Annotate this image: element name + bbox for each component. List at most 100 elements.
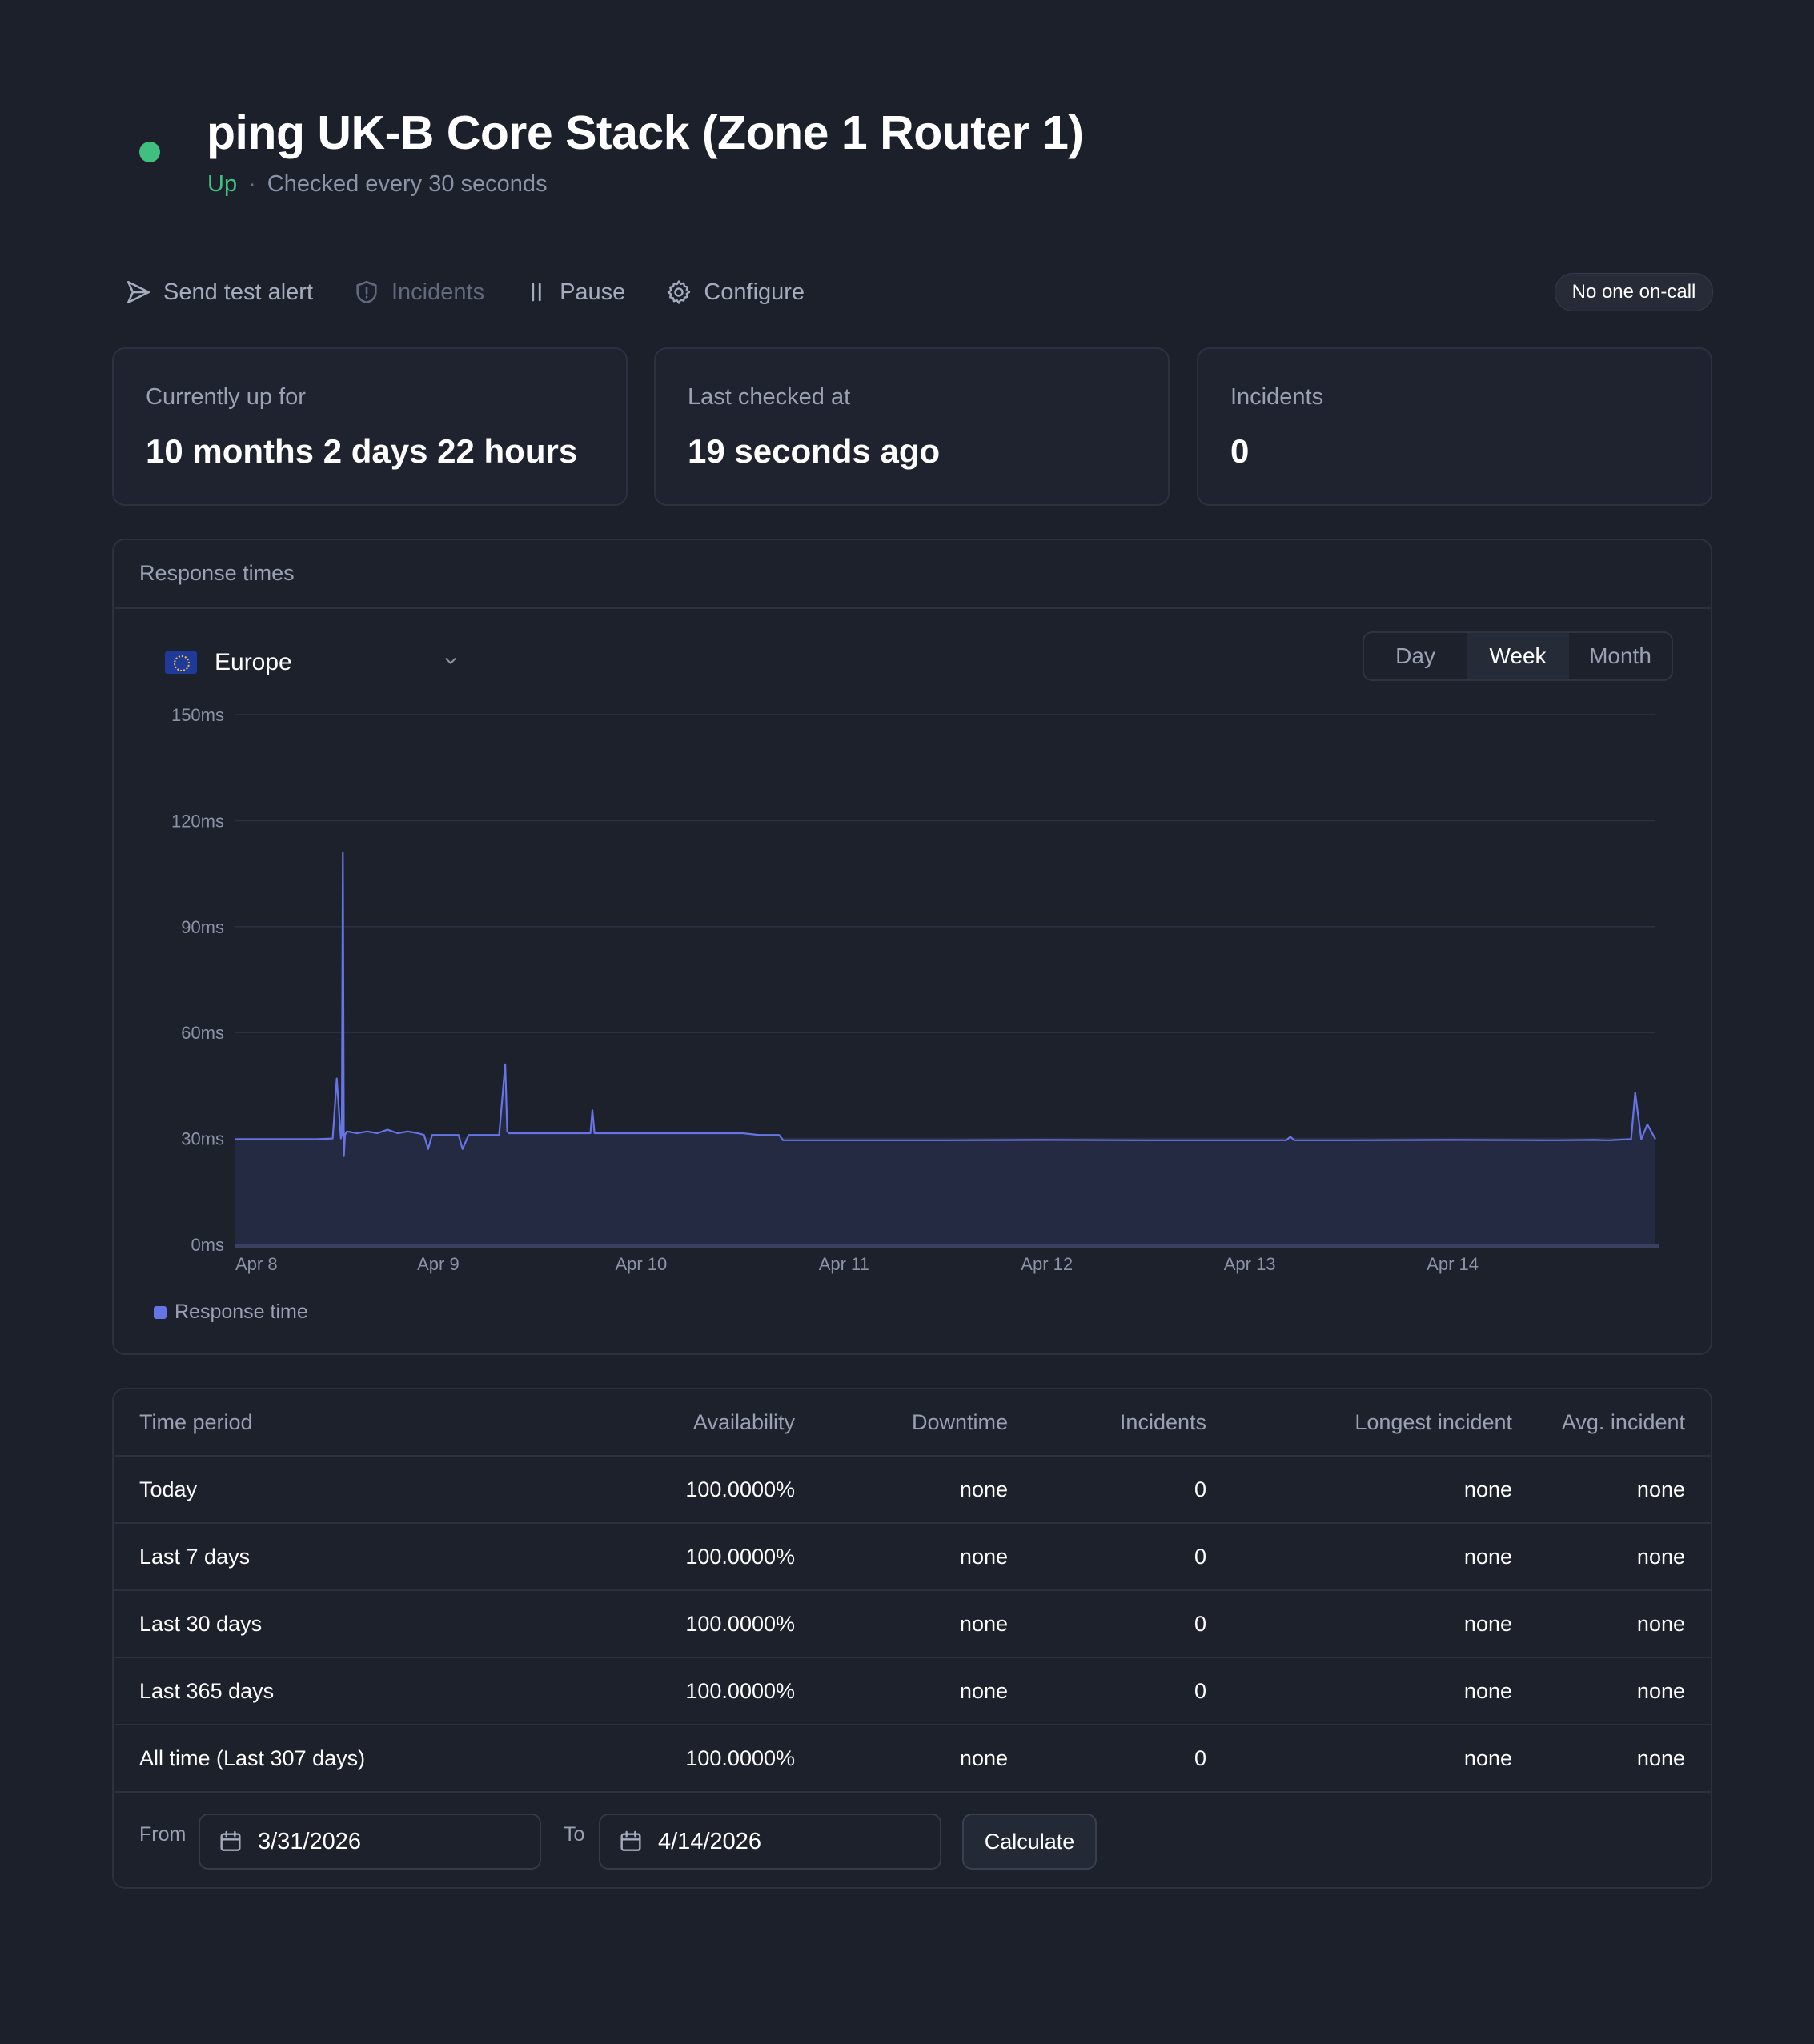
y-tick-label: 90ms <box>181 917 224 937</box>
send-icon <box>126 280 150 304</box>
table-cell: Last 365 days <box>139 1678 275 1703</box>
send-test-alert-button[interactable]: Send test alert <box>125 279 313 306</box>
last-checked-label: Last checked at <box>688 384 851 410</box>
to-date-input[interactable]: 4/14/2026 <box>599 1814 941 1870</box>
calendar-icon <box>220 1830 241 1851</box>
response-time-chart: 150ms 120ms 90ms 60ms 30ms 0ms Apr 8 Apr 9 Apr … <box>171 705 1659 1274</box>
x-tick-label: Apr 8 <box>235 1254 278 1274</box>
calendar-icon <box>620 1830 641 1851</box>
x-tick-label: Apr 14 <box>1427 1254 1479 1274</box>
to-label: To <box>564 1823 585 1846</box>
on-call-badge[interactable]: No one on-call <box>1555 273 1713 311</box>
x-tick-label: Apr 11 <box>819 1254 869 1274</box>
availability-table: Time period Availability Downtime Incide… <box>112 1388 1712 1889</box>
column-header: Incidents <box>1119 1409 1206 1434</box>
x-tick-label: Apr 13 <box>1224 1254 1276 1274</box>
table-cell: 0 <box>1194 1544 1206 1569</box>
table-header-row: Time period Availability Downtime Incide… <box>114 1389 1711 1457</box>
response-times-panel: Response times Europe Day Week Month 150… <box>112 539 1712 1355</box>
response-time-area <box>235 852 1655 1244</box>
table-cell: All time (Last 307 days) <box>139 1745 366 1770</box>
range-month-button[interactable]: Month <box>1589 643 1651 668</box>
table-cell: none <box>1463 1745 1512 1770</box>
y-tick-label: 60ms <box>181 1023 224 1043</box>
eu-flag-icon <box>165 651 197 674</box>
table-row: Last 7 days 100.0000% none 0 none none <box>114 1524 1711 1591</box>
table-cell: none <box>1636 1477 1685 1501</box>
table-cell: none <box>1463 1477 1512 1501</box>
y-tick-label: 120ms <box>171 811 224 831</box>
table-cell: none <box>1636 1611 1685 1636</box>
table-cell: 100.0000% <box>685 1477 795 1501</box>
last-checked-value: 19 seconds ago <box>688 432 941 470</box>
range-week-button[interactable]: Week <box>1467 633 1569 679</box>
x-tick-label: Apr 9 <box>417 1254 460 1274</box>
table-cell: 0 <box>1194 1477 1206 1501</box>
table-cell: Today <box>139 1477 198 1501</box>
incidents-label: Incidents <box>1230 384 1324 410</box>
status-indicator-dot <box>139 142 160 162</box>
table-cell: 0 <box>1194 1611 1206 1636</box>
from-date-input[interactable]: 3/31/2026 <box>199 1814 541 1870</box>
pause-icon <box>532 283 541 302</box>
table-cell: none <box>959 1611 1008 1636</box>
uptime-value: 10 months 2 days 22 hours <box>146 432 578 470</box>
legend-label: Response time <box>175 1301 308 1323</box>
table-cell: none <box>959 1678 1008 1703</box>
table-cell: none <box>959 1544 1008 1569</box>
table-cell: 100.0000% <box>685 1611 795 1636</box>
check-interval: Checked every 30 seconds <box>267 171 548 197</box>
panel-header: Response times <box>114 540 1711 609</box>
table-cell: none <box>959 1745 1008 1770</box>
shield-alert-icon <box>356 280 377 304</box>
table-cell: none <box>1636 1544 1685 1569</box>
region-select[interactable]: Europe <box>165 643 456 683</box>
column-header: Longest incident <box>1354 1409 1512 1434</box>
y-tick-label: 30ms <box>181 1129 224 1149</box>
monitor-toolbar: Send test alert Incidents Pause Configur… <box>125 272 845 312</box>
range-day-button[interactable]: Day <box>1395 643 1435 668</box>
table-row: Last 365 days 100.0000% none 0 none none <box>114 1658 1711 1725</box>
column-header: Avg. incident <box>1561 1409 1685 1434</box>
y-tick-label: 0ms <box>191 1235 224 1255</box>
chevron-down-icon <box>445 658 456 664</box>
panel-title: Response times <box>139 561 295 585</box>
response-time-line <box>235 852 1656 1157</box>
status-line: Up · Checked every 30 seconds <box>207 171 548 197</box>
table-cell: none <box>1463 1678 1512 1703</box>
table-row: All time (Last 307 days) 100.0000% none 0 no… <box>114 1725 1711 1793</box>
legend-swatch <box>154 1305 167 1319</box>
configure-button[interactable]: Configure <box>665 279 805 306</box>
x-tick-label: Apr 12 <box>1021 1254 1073 1274</box>
x-tick-label: Apr 10 <box>615 1254 667 1274</box>
table-cell: 100.0000% <box>685 1544 795 1569</box>
page-title: ping UK-B Core Stack (Zone 1 Router 1) <box>207 106 1084 159</box>
last-checked-card: Last checked at 19 seconds ago <box>654 347 1170 506</box>
table-cell: 0 <box>1194 1678 1206 1703</box>
column-header: Availability <box>692 1409 795 1434</box>
table-cell: Last 7 days <box>139 1544 251 1569</box>
y-tick-label: 150ms <box>171 705 224 725</box>
status-text: Up <box>207 171 238 197</box>
incidents-button[interactable]: Incidents <box>353 279 484 306</box>
table-cell: 100.0000% <box>685 1678 795 1703</box>
chart-legend: Response time <box>154 1301 308 1324</box>
table-cell: none <box>1636 1745 1685 1770</box>
table-cell: 0 <box>1194 1745 1206 1770</box>
calculate-button[interactable]: Calculate <box>962 1814 1097 1870</box>
from-label: From <box>139 1823 187 1846</box>
table-cell: none <box>959 1477 1008 1501</box>
uptime-label: Currently up for <box>146 384 306 410</box>
gear-icon <box>668 280 691 304</box>
table-cell: 100.0000% <box>685 1745 795 1770</box>
date-range-form: From 3/31/2026 To 4/14/2026 Calculate <box>114 1793 1711 1887</box>
table-row: Today 100.0000% none 0 none none <box>114 1457 1711 1524</box>
column-header: Time period <box>139 1409 253 1434</box>
table-cell: none <box>1636 1678 1685 1703</box>
table-row: Last 30 days 100.0000% none 0 none none <box>114 1591 1711 1658</box>
table-cell: Last 30 days <box>139 1611 263 1636</box>
range-toggle: Day Week Month <box>1363 631 1673 681</box>
incidents-card: Incidents 0 <box>1197 347 1712 506</box>
region-label: Europe <box>215 649 292 675</box>
pause-button[interactable]: Pause <box>524 279 625 306</box>
